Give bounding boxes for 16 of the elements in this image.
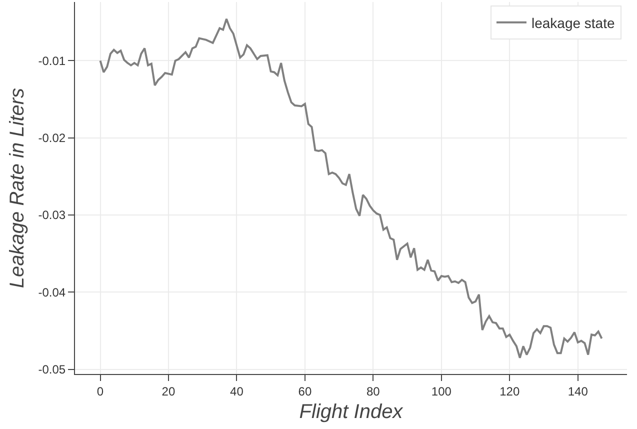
x-tick-label: 20 bbox=[162, 384, 176, 398]
y-tick-label: -0.05 bbox=[38, 362, 66, 377]
x-tick-label: 80 bbox=[366, 384, 380, 398]
x-tick-label: 140 bbox=[568, 384, 588, 398]
y-tick-label: -0.03 bbox=[38, 208, 66, 222]
x-tick-label: 120 bbox=[500, 384, 520, 398]
y-axis-title: Leakage Rate in Liters bbox=[6, 88, 29, 288]
legend-label: leakage state bbox=[531, 14, 615, 31]
y-tick-label: -0.01 bbox=[38, 54, 66, 68]
x-axis-title: Flight Index bbox=[299, 400, 404, 423]
x-tick-label: 0 bbox=[96, 384, 104, 398]
x-tick-label: 40 bbox=[230, 384, 244, 398]
y-tick-label: -0.02 bbox=[38, 131, 66, 146]
x-tick-label: 60 bbox=[298, 384, 312, 398]
y-tick-label: -0.04 bbox=[38, 285, 66, 300]
x-tick-label: 100 bbox=[431, 384, 452, 398]
